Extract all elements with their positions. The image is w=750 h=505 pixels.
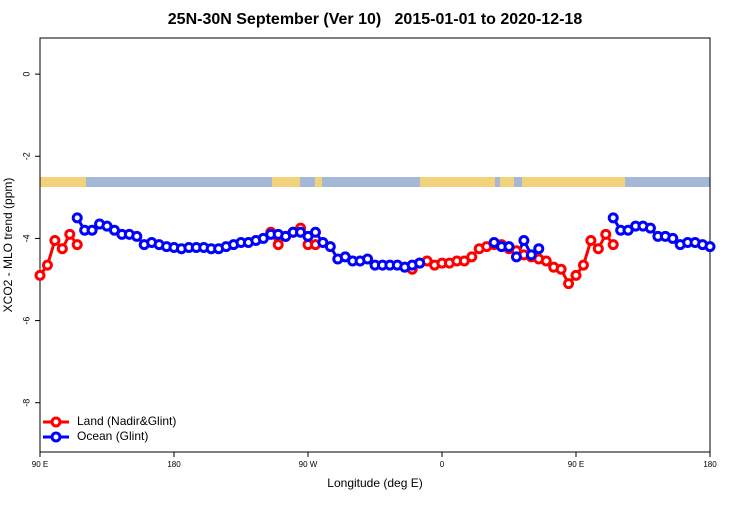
- y-tick-label: -2: [21, 152, 31, 160]
- data-point: [272, 239, 284, 251]
- data-point: [600, 228, 612, 240]
- data-point: [86, 224, 98, 236]
- data-point: [64, 228, 76, 240]
- chart-title: 25N-30N September (Ver 10) 2015-01-01 to…: [168, 11, 583, 28]
- data-point: [607, 239, 619, 251]
- data-point: [585, 234, 597, 246]
- legend-label: Ocean (Glint): [77, 429, 148, 443]
- data-point: [577, 259, 589, 271]
- y-tick-label: -8: [21, 399, 31, 407]
- x-tick-label: 90 E: [568, 460, 584, 469]
- data-point: [309, 226, 321, 238]
- data-point: [667, 232, 679, 244]
- data-point: [563, 278, 575, 290]
- y-tick-label: -6: [21, 317, 31, 325]
- data-point: [704, 241, 716, 253]
- data-point: [540, 255, 552, 267]
- data-point: [466, 251, 478, 263]
- data-point: [533, 243, 545, 255]
- data-point: [34, 269, 46, 281]
- legend-label: Land (Nadir&Glint): [77, 414, 176, 428]
- x-tick-label: 90 W: [299, 460, 318, 469]
- x-axis-label: Longitude (deg E): [327, 476, 422, 490]
- data-point: [525, 249, 537, 261]
- legend-marker: [50, 416, 62, 428]
- data-point: [570, 269, 582, 281]
- x-tick-label: 0: [440, 460, 445, 469]
- data-point: [414, 257, 426, 269]
- x-tick-label: 180: [167, 460, 181, 469]
- map-strip: [40, 177, 710, 187]
- data-point: [592, 243, 604, 255]
- data-point: [56, 243, 68, 255]
- data-point: [41, 259, 53, 271]
- y-axis-label: XCO2 - MLO trend (ppm): [1, 178, 15, 313]
- data-point: [71, 239, 83, 251]
- data-point: [503, 241, 515, 253]
- legend-marker: [50, 431, 62, 443]
- y-tick-label: -4: [21, 234, 31, 242]
- data-point: [644, 222, 656, 234]
- data-point: [131, 230, 143, 242]
- data-point: [71, 212, 83, 224]
- data-point: [518, 234, 530, 246]
- data-point: [555, 263, 567, 275]
- x-tick-label: 90 E: [32, 460, 48, 469]
- data-point: [324, 241, 336, 253]
- data-point: [607, 212, 619, 224]
- data-point: [510, 251, 522, 263]
- data-point: [362, 253, 374, 265]
- x-tick-label: 180: [703, 460, 717, 469]
- y-tick-label: 0: [21, 72, 31, 77]
- data-point: [49, 234, 61, 246]
